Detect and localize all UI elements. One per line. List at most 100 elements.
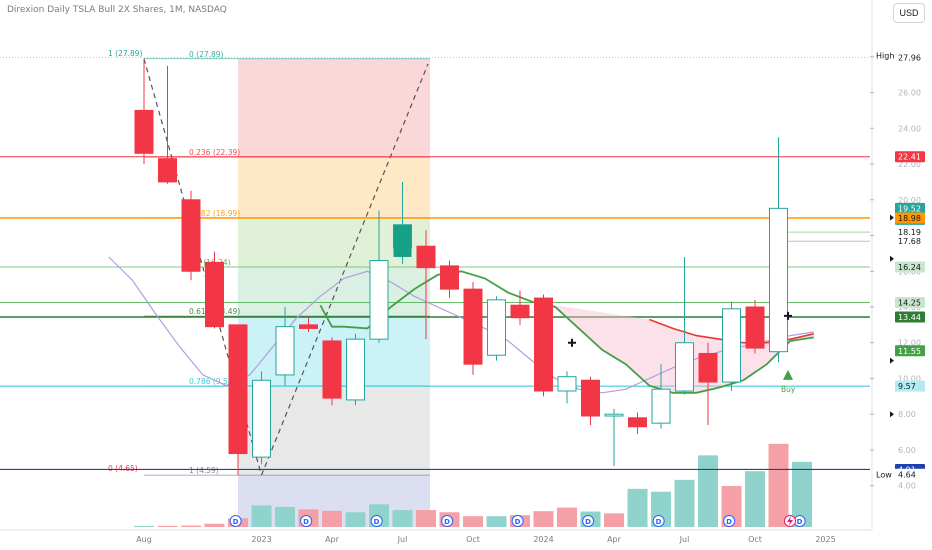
- candle-body: [134, 109, 154, 154]
- fib-anchor-label: 0 (4.65): [108, 464, 138, 473]
- candle-body: [534, 297, 553, 392]
- candle[interactable]: [510, 290, 530, 325]
- price-label: 18.19: [895, 226, 925, 238]
- dividend-icon-letter: D: [585, 518, 591, 526]
- dividend-icon-letter: D: [374, 518, 380, 526]
- candle[interactable]: [322, 337, 342, 406]
- buy-arrow-icon: [783, 369, 793, 380]
- price-label-bg: [895, 311, 925, 323]
- volume-bar: [486, 516, 507, 527]
- volume-bar: [204, 523, 225, 527]
- candle[interactable]: [628, 412, 647, 434]
- dividend-icon-letter: D: [515, 518, 521, 526]
- candle[interactable]: [181, 190, 201, 281]
- ma-cloud: [531, 301, 814, 393]
- dividend-icon: [582, 515, 595, 527]
- candle-body: [722, 308, 741, 383]
- y-tick-label: 20.00: [898, 196, 921, 205]
- price-label-bg: [895, 468, 925, 480]
- cross-marker: [784, 311, 792, 320]
- fib-level-label: 0.786 (9.58): [189, 377, 235, 386]
- volume-bar: [275, 506, 295, 527]
- volume-bar: [157, 525, 178, 527]
- lightning-icon: [787, 516, 793, 526]
- x-tick-label: Jul: [679, 535, 690, 544]
- candle[interactable]: [651, 364, 671, 429]
- candle-body: [463, 288, 483, 365]
- price-label-text: 9.57: [898, 382, 916, 391]
- candle[interactable]: [534, 294, 553, 397]
- y-tick-label: 8.00: [898, 410, 916, 419]
- volume-bar: [392, 510, 413, 527]
- x-tick-label: Oct: [748, 535, 762, 544]
- price-label-bg: [895, 52, 925, 64]
- candle[interactable]: [463, 281, 483, 375]
- candle[interactable]: [745, 299, 765, 354]
- candle[interactable]: [722, 301, 741, 391]
- price-label-text: 16.24: [898, 263, 921, 272]
- candle[interactable]: [769, 137, 788, 363]
- x-tick-label: Oct: [466, 535, 480, 544]
- dividend-icon-letter: D: [444, 518, 450, 526]
- price-label-tag: Low: [876, 470, 892, 479]
- volume-bar: [557, 507, 577, 527]
- candle[interactable]: [698, 342, 718, 425]
- fib-level-label: 0.382 (18.99): [189, 209, 240, 218]
- candle-body: [275, 326, 295, 376]
- price-label-text: 11.55: [898, 347, 921, 356]
- ma-purple-line: [108, 256, 814, 394]
- candle[interactable]: [346, 333, 365, 406]
- dividend-icon: [300, 515, 313, 527]
- price-label: 18.98: [895, 212, 925, 224]
- candle[interactable]: [675, 256, 694, 395]
- price-label-bg: [895, 345, 925, 357]
- candle[interactable]: [275, 306, 295, 386]
- chart-markers: Buy D D D D D D D D D: [229, 311, 806, 527]
- candle-body: [557, 376, 577, 392]
- currency-button[interactable]: USD: [893, 3, 925, 23]
- highlighted-candle[interactable]: [393, 224, 412, 257]
- candle-body: [581, 379, 600, 417]
- volume-bar: [604, 513, 624, 527]
- y-tick-label: 26.00: [898, 89, 921, 98]
- candle[interactable]: [557, 371, 577, 404]
- candle-body: [440, 265, 459, 290]
- volume-bar: [768, 443, 789, 527]
- candle-body: [346, 338, 365, 401]
- price-label-text: 18.98: [898, 214, 921, 223]
- candle[interactable]: [604, 408, 624, 467]
- candle[interactable]: [158, 65, 177, 184]
- dividend-icon-letter: D: [797, 518, 803, 526]
- candle-body: [228, 324, 248, 455]
- candle[interactable]: [299, 317, 318, 333]
- x-tick-label: 2024: [533, 535, 553, 544]
- candle[interactable]: [252, 371, 271, 465]
- candle[interactable]: [369, 210, 389, 343]
- fib-zone: [238, 58, 430, 158]
- volume-bar: [627, 488, 648, 527]
- volume-bar: [674, 479, 695, 527]
- candle[interactable]: [134, 58, 154, 165]
- price-label-text: 13.44: [898, 313, 921, 322]
- price-label: 27.96: [895, 52, 925, 64]
- candle[interactable]: [487, 296, 506, 361]
- candle[interactable]: [205, 251, 224, 329]
- x-tick-label: 2023: [251, 535, 271, 544]
- y-tick-label: 24.00: [898, 124, 921, 133]
- volume-bar: [251, 505, 272, 527]
- price-label-text: 14.25: [898, 299, 921, 308]
- candle[interactable]: [581, 376, 600, 425]
- axis-pointer-icon: [890, 255, 894, 262]
- candle[interactable]: [228, 324, 248, 476]
- candle[interactable]: [440, 260, 459, 299]
- fib-zone: [238, 266, 430, 317]
- y-tick-label: 4.00: [898, 482, 916, 491]
- volume-bars: [134, 443, 812, 527]
- dividend-icon: [723, 515, 736, 527]
- price-label: 4.64 Low: [876, 468, 925, 480]
- axis-pointer-icon: [890, 411, 894, 418]
- candle[interactable]: [416, 230, 436, 340]
- candles[interactable]: [134, 58, 788, 476]
- volume-bar: [463, 516, 483, 527]
